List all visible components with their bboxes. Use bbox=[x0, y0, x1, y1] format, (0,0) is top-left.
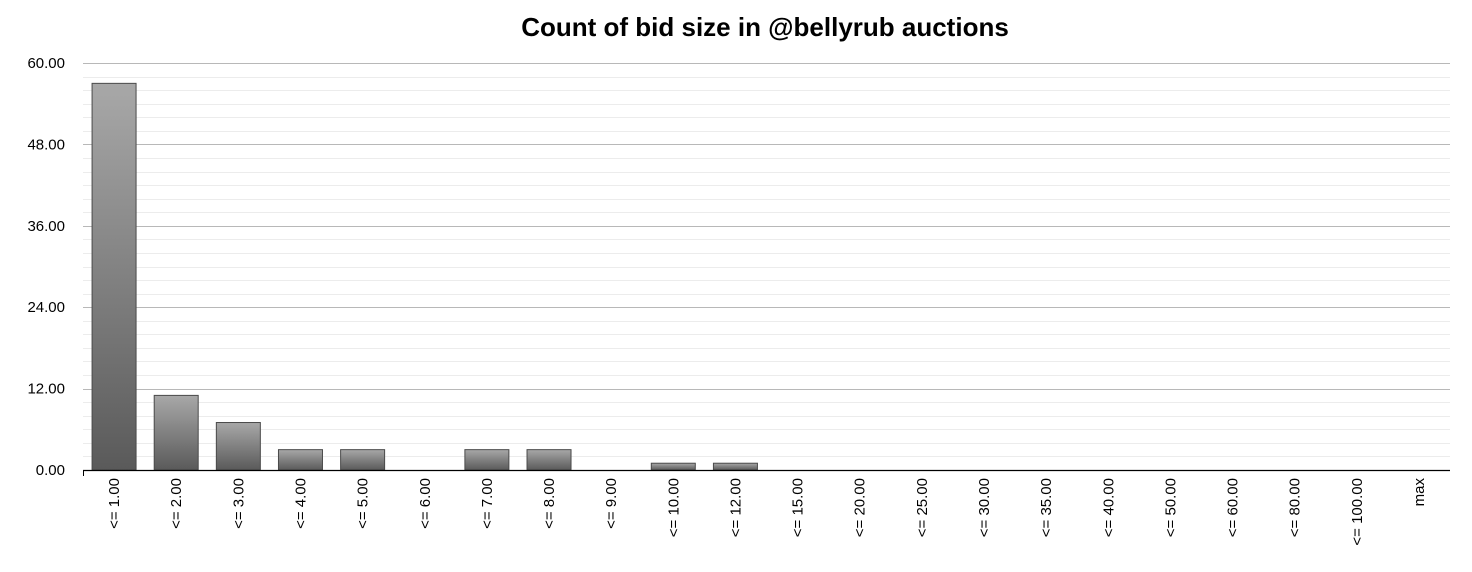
x-tick-label: <= 35.00 bbox=[1038, 478, 1055, 537]
chart-title: Count of bid size in @bellyrub auctions bbox=[521, 12, 1009, 42]
axes bbox=[83, 469, 1450, 476]
x-tick-label: <= 8.00 bbox=[541, 478, 558, 529]
y-tick-label: 12.00 bbox=[27, 381, 65, 398]
x-tick-labels: <= 1.00 <= 2.00 <= 3.00 <= 4.00 <= 5.00 <= 6.… bbox=[106, 478, 1428, 546]
bar bbox=[464, 449, 510, 471]
x-tick-label: <= 100.00 bbox=[1349, 478, 1366, 546]
x-tick-label: <= 1.00 bbox=[106, 478, 123, 529]
bar bbox=[340, 449, 386, 471]
bars bbox=[91, 82, 758, 471]
x-tick-label: <= 25.00 bbox=[914, 478, 931, 537]
x-tick-label: <= 50.00 bbox=[1162, 478, 1179, 537]
y-tick-label: 36.00 bbox=[27, 218, 65, 235]
x-tick-label: max bbox=[1411, 478, 1428, 507]
y-tick-label: 48.00 bbox=[27, 136, 65, 153]
bar bbox=[215, 422, 261, 471]
x-tick-label: <= 12.00 bbox=[727, 478, 744, 537]
x-tick-label: <= 80.00 bbox=[1287, 478, 1304, 537]
x-tick-label: <= 5.00 bbox=[355, 478, 372, 529]
y-tick-label: 24.00 bbox=[27, 299, 65, 316]
x-tick-label: <= 7.00 bbox=[479, 478, 496, 529]
x-tick-label: <= 10.00 bbox=[665, 478, 682, 537]
bar bbox=[277, 449, 323, 471]
bar bbox=[650, 462, 696, 471]
x-tick-label: <= 20.00 bbox=[852, 478, 869, 537]
x-tick-label: <= 9.00 bbox=[603, 478, 620, 529]
x-tick-label: <= 60.00 bbox=[1225, 478, 1242, 537]
bar bbox=[526, 449, 572, 471]
grid-lines bbox=[83, 63, 1450, 457]
x-tick-label: <= 4.00 bbox=[292, 478, 309, 529]
x-tick-label: <= 3.00 bbox=[230, 478, 247, 529]
x-tick-label: <= 15.00 bbox=[790, 478, 807, 537]
bar bbox=[153, 394, 199, 471]
y-tick-label: 60.00 bbox=[27, 55, 65, 72]
x-tick-label: <= 30.00 bbox=[976, 478, 993, 537]
bar bbox=[91, 82, 137, 471]
x-tick-label: <= 2.00 bbox=[168, 478, 185, 529]
bar bbox=[712, 462, 758, 471]
x-tick-label: <= 6.00 bbox=[417, 478, 434, 529]
y-tick-label: 0.00 bbox=[36, 462, 65, 479]
y-tick-labels: 0.00 12.00 24.00 36.00 48.00 60.00 bbox=[27, 55, 65, 479]
x-tick-label: <= 40.00 bbox=[1100, 478, 1117, 537]
